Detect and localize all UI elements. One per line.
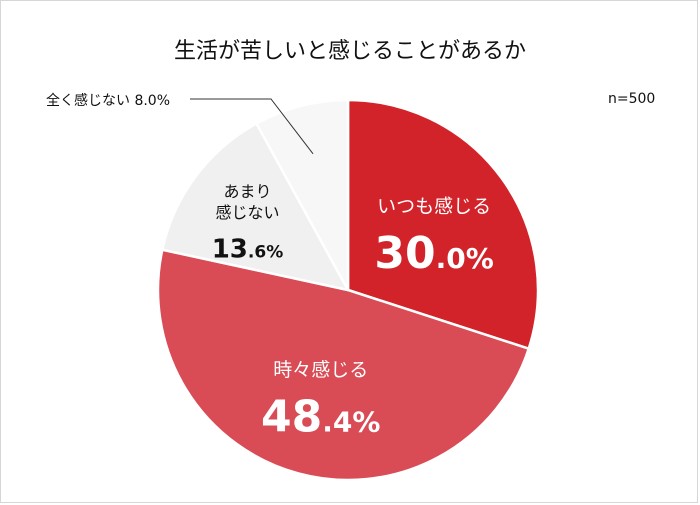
- callout-label-never: 全く感じない 8.0%: [46, 92, 170, 109]
- slice-label-rarely-line1: あまり: [223, 182, 271, 201]
- callout-leader-line: [190, 98, 314, 155]
- chart-title: 生活が苦しいと感じることがあるか: [173, 39, 526, 64]
- pie-slice-sometimes: [156, 248, 531, 482]
- slice-value-always: 30.0%: [374, 228, 493, 279]
- pie-slice-never: [254, 98, 350, 291]
- slice-value-rarely: 13.6%: [212, 235, 284, 265]
- pie-slice-rarely: [160, 121, 351, 292]
- slice-label-sometimes: 時々感じる: [273, 359, 368, 381]
- slice-label-always: いつも感じる: [377, 195, 491, 217]
- slice-label-rarely-line2: 感じない: [215, 203, 279, 222]
- pie-slice-always: [346, 98, 540, 351]
- slice-value-sometimes: 48.4%: [261, 392, 380, 443]
- sample-size-note: n=500: [608, 91, 656, 107]
